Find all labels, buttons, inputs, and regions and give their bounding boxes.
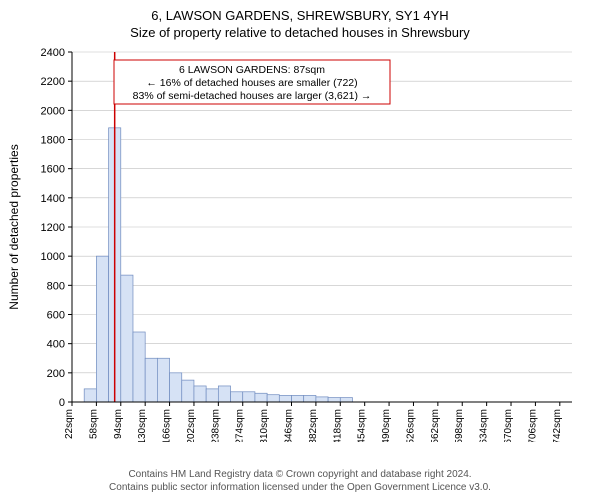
x-tick-label: 130sqm: [137, 409, 148, 442]
histogram-bar: [182, 380, 194, 402]
x-tick-label: 22sqm: [64, 409, 75, 439]
histogram-bar: [328, 398, 340, 402]
svg-text:200: 200: [47, 368, 65, 380]
attribution-footer: Contains HM Land Registry data © Crown c…: [0, 464, 600, 500]
annotation-line1: 6 LAWSON GARDENS: 87sqm: [179, 64, 325, 76]
histogram-bar: [121, 275, 133, 402]
x-tick-label: 310sqm: [259, 409, 270, 442]
x-tick-label: 454sqm: [357, 409, 368, 442]
histogram-bar: [194, 386, 206, 402]
x-tick-label: 346sqm: [284, 409, 295, 442]
x-tick-label: 598sqm: [454, 409, 465, 442]
histogram-bar: [267, 395, 279, 402]
y-axis-label: Number of detached properties: [7, 144, 21, 309]
footer-line1: Contains HM Land Registry data © Crown c…: [0, 468, 600, 481]
histogram-bar: [304, 395, 316, 402]
histogram-bar: [292, 395, 304, 402]
x-tick-label: 418sqm: [332, 409, 343, 442]
svg-text:1200: 1200: [41, 222, 65, 234]
chart-header: 6, LAWSON GARDENS, SHREWSBURY, SY1 4YH S…: [0, 0, 600, 42]
histogram-bar: [84, 389, 96, 402]
svg-text:0: 0: [59, 397, 65, 409]
x-tick-label: 58sqm: [88, 409, 99, 439]
x-tick-label: 706sqm: [527, 409, 538, 442]
svg-text:2400: 2400: [41, 47, 65, 59]
x-tick-label: 166sqm: [162, 409, 173, 442]
histogram-bar: [231, 392, 243, 402]
svg-text:2000: 2000: [41, 105, 65, 117]
histogram-bar: [243, 392, 255, 402]
x-tick-label: 670sqm: [503, 409, 514, 442]
x-tick-label: 490sqm: [381, 409, 392, 442]
annotation-line2: ← 16% of detached houses are smaller (72…: [146, 77, 357, 89]
histogram-bar: [255, 393, 267, 402]
svg-text:800: 800: [47, 280, 65, 292]
histogram-svg: 0 200 400 600 800 1000 1200 1400 1600 1800 2000 220…: [0, 42, 600, 442]
x-tick-label: 742sqm: [552, 409, 563, 442]
x-tick-label: 274sqm: [235, 409, 246, 442]
x-tick-label: 526sqm: [405, 409, 416, 442]
histogram-bar: [145, 358, 157, 402]
histogram-bar: [206, 389, 218, 402]
histogram-bar: [96, 256, 108, 402]
annotation-line3: 83% of semi-detached houses are larger (…: [133, 90, 372, 102]
histogram-bar: [133, 332, 145, 402]
svg-text:400: 400: [47, 339, 65, 351]
histogram-bar: [279, 395, 291, 402]
chart-area: 0 200 400 600 800 1000 1200 1400 1600 1800 2000 220…: [0, 42, 600, 464]
histogram-bar: [170, 373, 182, 402]
svg-text:1800: 1800: [41, 135, 65, 147]
address-title: 6, LAWSON GARDENS, SHREWSBURY, SY1 4YH: [0, 8, 600, 23]
svg-text:600: 600: [47, 310, 65, 322]
x-tick-label: 238sqm: [210, 409, 221, 442]
x-tick-label: 634sqm: [479, 409, 490, 442]
x-tick-label: 94sqm: [113, 409, 124, 439]
svg-text:1600: 1600: [41, 164, 65, 176]
svg-text:2200: 2200: [41, 76, 65, 88]
histogram-bar: [316, 397, 328, 402]
x-tick-label: 382sqm: [308, 409, 319, 442]
footer-line2: Contains public sector information licen…: [0, 481, 600, 494]
x-tick-label: 562sqm: [430, 409, 441, 442]
svg-text:1400: 1400: [41, 193, 65, 205]
histogram-bar: [340, 398, 352, 402]
x-tick-label: 202sqm: [186, 409, 197, 442]
histogram-bar: [218, 386, 230, 402]
svg-text:1000: 1000: [41, 251, 65, 263]
histogram-bar: [157, 358, 169, 402]
annotation-box: 6 LAWSON GARDENS: 87sqm← 16% of detached…: [114, 60, 390, 104]
chart-subtitle: Size of property relative to detached ho…: [0, 25, 600, 40]
